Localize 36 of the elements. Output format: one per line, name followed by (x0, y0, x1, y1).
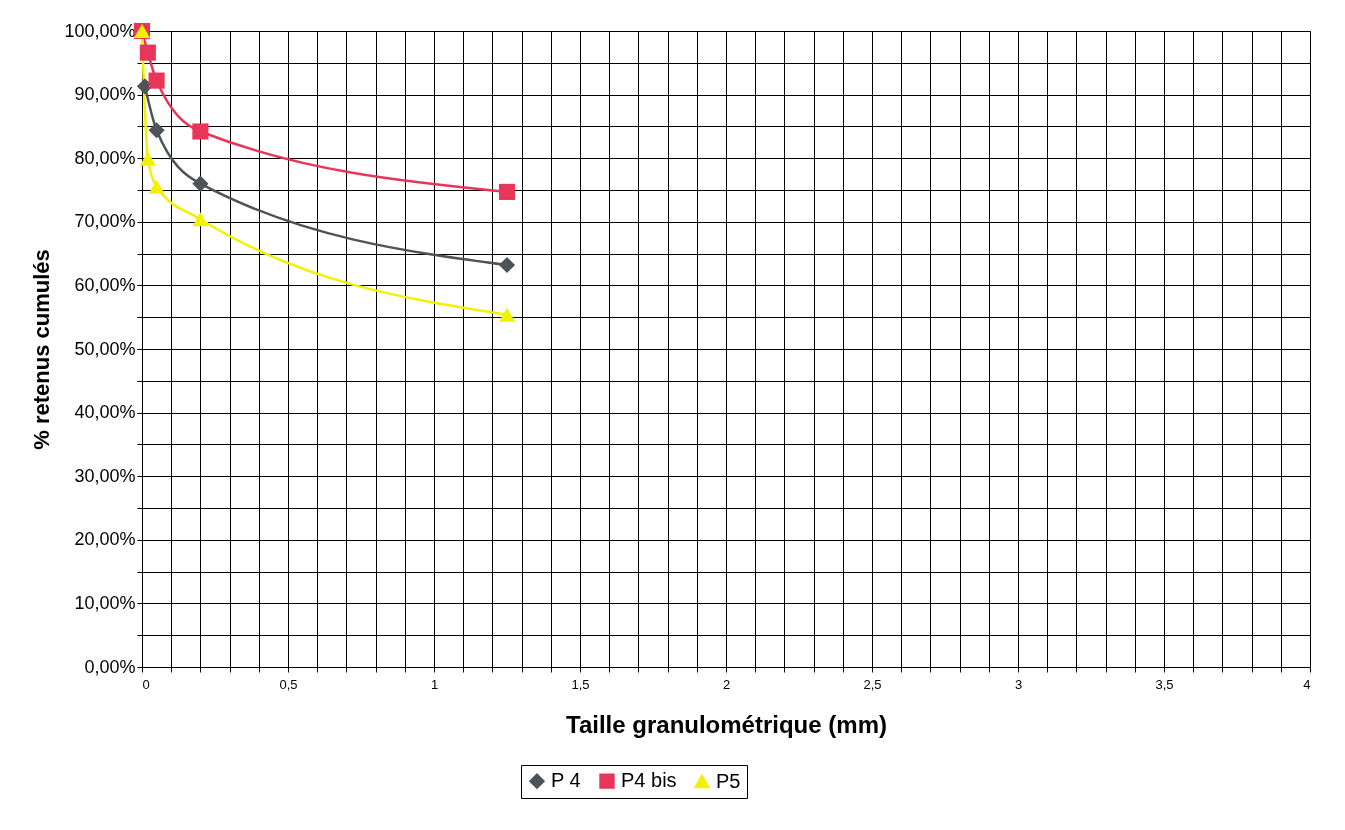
x-tick-label: 3,5 (1155, 676, 1174, 692)
point (498, 256, 516, 274)
x-tick-label: 0 (142, 676, 150, 692)
point (148, 72, 165, 89)
point (139, 44, 156, 61)
point (192, 212, 209, 227)
y-tick-label: 30,00% (74, 465, 136, 486)
y-tick-label: 100,00% (64, 20, 136, 41)
x-tick-label: 2,5 (863, 676, 882, 692)
x-tick-label: 1 (430, 676, 439, 692)
y-tick-label: 60,00% (74, 274, 136, 295)
point (192, 175, 209, 192)
y-tick-label: 90,00% (74, 84, 136, 105)
x-tick-label: 2 (722, 676, 731, 692)
x-tick-label: 0,5 (279, 676, 298, 692)
point (498, 183, 516, 200)
point (498, 307, 516, 322)
point (148, 179, 165, 194)
y-tick-label: 70,00% (74, 211, 136, 232)
y-tick-label: 80,00% (74, 147, 136, 168)
x-tick-label: 4 (1303, 676, 1311, 692)
point (148, 122, 165, 139)
y-tick-label: 0,00% (84, 656, 136, 677)
legend-label: P4 bis (621, 769, 677, 792)
y-axis-title: % retenus cumulés (29, 249, 55, 450)
point (139, 151, 156, 166)
legend-label: P 4 (551, 769, 581, 792)
point (192, 123, 209, 140)
y-tick-label: 50,00% (74, 338, 136, 359)
x-tick-label: 3 (1014, 676, 1023, 692)
y-tick-label: 10,00% (74, 592, 136, 613)
y-tick-label: 20,00% (74, 529, 136, 550)
legend-label: P5 (716, 769, 741, 792)
x-tick-label: 1,5 (571, 676, 590, 692)
x-axis-title: Taille granulométrique (mm) (566, 710, 887, 738)
y-tick-label: 40,00% (74, 402, 136, 423)
